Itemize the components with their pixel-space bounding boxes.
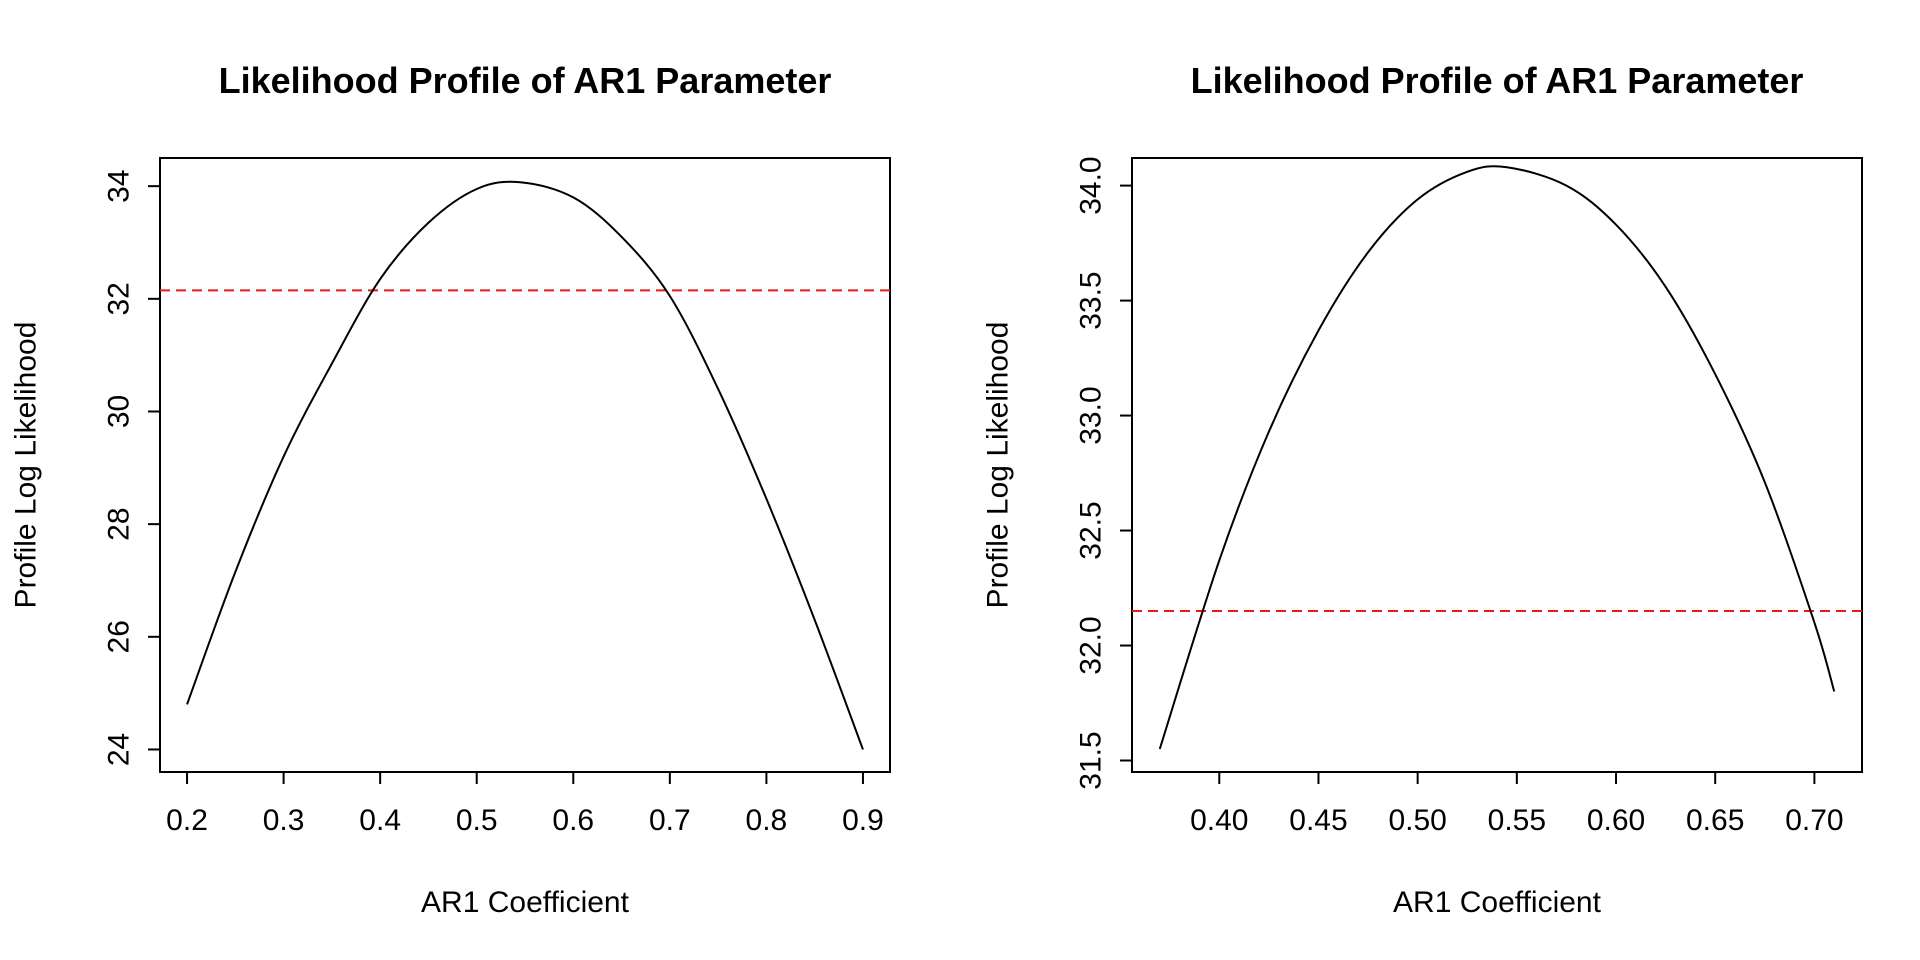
y-axis: 31.5 32.0 32.5 33.0 33.5 34.0 bbox=[1075, 156, 1133, 790]
x-tick-label: 0.3 bbox=[263, 804, 305, 837]
x-tick-label: 0.5 bbox=[456, 804, 498, 837]
y-axis-label: Profile Log Likelihood bbox=[10, 322, 43, 609]
y-tick-label: 26 bbox=[103, 620, 136, 653]
y-tick-label: 32.5 bbox=[1075, 501, 1108, 559]
y-tick-label: 24 bbox=[103, 733, 136, 766]
y-tick-label: 33.5 bbox=[1075, 271, 1108, 329]
x-tick-label: 0.60 bbox=[1587, 804, 1645, 837]
likelihood-curve bbox=[1158, 165, 1836, 750]
y-tick-label: 30 bbox=[103, 395, 136, 428]
chart-title: Likelihood Profile of AR1 Parameter bbox=[1191, 60, 1804, 101]
panel-left: Likelihood Profile of AR1 Parameter 0.2 0… bbox=[10, 60, 891, 919]
x-tick-label: 0.50 bbox=[1388, 804, 1446, 837]
x-tick-label: 0.8 bbox=[746, 804, 788, 837]
x-axis-label: AR1 Coefficient bbox=[421, 886, 630, 919]
y-axis-label: Profile Log Likelihood bbox=[982, 322, 1015, 609]
x-axis: 0.2 0.3 0.4 0.5 0.6 0.7 0.8 0.9 bbox=[166, 771, 884, 837]
y-tick-label: 32 bbox=[103, 282, 136, 315]
y-tick-label: 32.0 bbox=[1075, 616, 1108, 674]
likelihood-curve bbox=[186, 180, 864, 750]
x-tick-label: 0.55 bbox=[1488, 804, 1546, 837]
x-tick-label: 0.7 bbox=[649, 804, 691, 837]
x-tick-label: 0.40 bbox=[1190, 804, 1248, 837]
y-tick-label: 34.0 bbox=[1075, 156, 1108, 214]
x-tick-label: 0.9 bbox=[842, 804, 884, 837]
x-axis: 0.40 0.45 0.50 0.55 0.60 0.65 0.70 bbox=[1190, 771, 1844, 837]
y-tick-label: 31.5 bbox=[1075, 731, 1108, 789]
y-tick-label: 33.0 bbox=[1075, 386, 1108, 444]
y-tick-label: 34 bbox=[103, 169, 136, 202]
panel-right: Likelihood Profile of AR1 Parameter 0.40… bbox=[982, 60, 1863, 919]
x-tick-label: 0.65 bbox=[1686, 804, 1744, 837]
x-axis-label: AR1 Coefficient bbox=[1393, 886, 1602, 919]
y-axis: 24 26 28 30 32 34 bbox=[103, 169, 161, 766]
x-tick-label: 0.45 bbox=[1289, 804, 1347, 837]
x-tick-label: 0.6 bbox=[552, 804, 594, 837]
x-tick-label: 0.70 bbox=[1785, 804, 1843, 837]
plot-frame bbox=[1131, 157, 1863, 773]
plot-frame bbox=[159, 157, 891, 773]
y-tick-label: 28 bbox=[103, 507, 136, 540]
x-tick-label: 0.4 bbox=[359, 804, 401, 837]
chart-title: Likelihood Profile of AR1 Parameter bbox=[219, 60, 832, 101]
x-tick-label: 0.2 bbox=[166, 804, 208, 837]
